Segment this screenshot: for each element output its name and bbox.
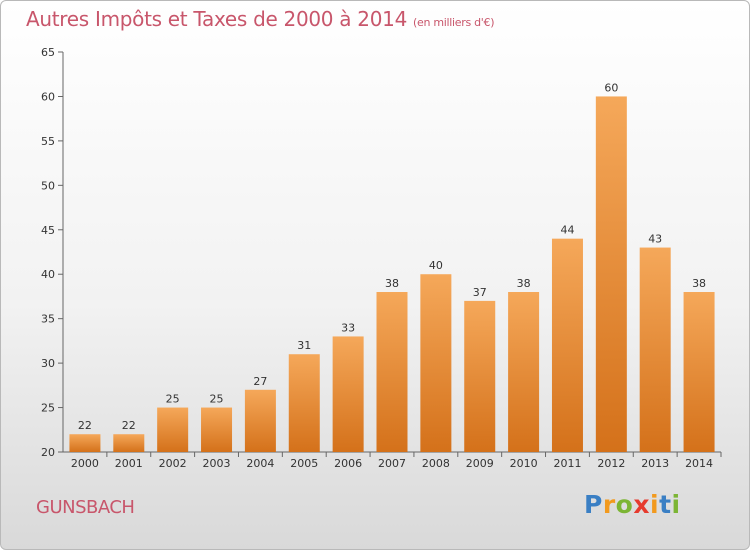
logo-letter: P bbox=[584, 490, 603, 519]
value-label-2011: 44 bbox=[560, 224, 574, 237]
y-tick-label: 30 bbox=[41, 357, 55, 370]
value-label-2014: 38 bbox=[692, 277, 706, 290]
bar-2013 bbox=[639, 247, 671, 452]
bar-2000 bbox=[69, 434, 101, 452]
y-tick-label: 25 bbox=[41, 402, 55, 415]
x-tick-label-2002: 2002 bbox=[159, 457, 187, 470]
bar-2007 bbox=[376, 292, 408, 452]
bar-2010 bbox=[508, 292, 540, 452]
value-label-2000: 22 bbox=[78, 419, 92, 432]
value-label-2006: 33 bbox=[341, 321, 355, 334]
value-label-2007: 38 bbox=[385, 277, 399, 290]
y-tick-label: 45 bbox=[41, 224, 55, 237]
x-tick-label-2006: 2006 bbox=[334, 457, 362, 470]
bar-2004 bbox=[244, 389, 276, 452]
value-label-2012: 60 bbox=[604, 81, 618, 94]
logo-letter: i bbox=[671, 490, 681, 519]
value-label-2013: 43 bbox=[648, 233, 662, 246]
logo-letter: r bbox=[602, 490, 616, 519]
value-label-2008: 40 bbox=[429, 259, 443, 272]
y-tick-label: 55 bbox=[41, 135, 55, 148]
bar-2001 bbox=[113, 434, 145, 452]
logo-letter: i bbox=[650, 490, 660, 519]
y-tick-label: 50 bbox=[41, 179, 55, 192]
bar-2011 bbox=[551, 238, 583, 452]
x-tick-label-2004: 2004 bbox=[246, 457, 274, 470]
value-label-2001: 22 bbox=[122, 419, 136, 432]
x-tick-label-2003: 2003 bbox=[203, 457, 231, 470]
logo-letter: t bbox=[659, 490, 672, 519]
value-label-2010: 38 bbox=[517, 277, 531, 290]
proxiti-logo: Proxiti bbox=[584, 490, 681, 519]
x-tick-label-2001: 2001 bbox=[115, 457, 143, 470]
x-tick-label-2012: 2012 bbox=[597, 457, 625, 470]
y-tick-label: 65 bbox=[41, 46, 55, 59]
value-label-2002: 25 bbox=[166, 393, 180, 406]
value-label-2005: 31 bbox=[297, 339, 311, 352]
title-text: Autres Impôts et Taxes de 2000 à 2014 bbox=[26, 7, 407, 31]
commune-name: GUNSBACH bbox=[36, 497, 135, 518]
bar-2005 bbox=[288, 354, 320, 452]
x-tick-label-2008: 2008 bbox=[422, 457, 450, 470]
bar-2003 bbox=[201, 407, 233, 452]
bar-2008 bbox=[420, 274, 452, 452]
x-tick-label-2009: 2009 bbox=[466, 457, 494, 470]
bar-2006 bbox=[332, 336, 364, 452]
chart-title: Autres Impôts et Taxes de 2000 à 2014 (en… bbox=[26, 7, 494, 31]
value-label-2009: 37 bbox=[473, 286, 487, 299]
bar-2014 bbox=[683, 292, 715, 452]
logo-letter: o bbox=[615, 490, 634, 519]
y-tick-label: 40 bbox=[41, 268, 55, 281]
logo-letter: x bbox=[633, 490, 650, 519]
x-tick-label-2005: 2005 bbox=[290, 457, 318, 470]
bar-2002 bbox=[157, 407, 189, 452]
bar-2009 bbox=[464, 300, 496, 452]
value-label-2004: 27 bbox=[253, 375, 267, 388]
y-tick-label: 60 bbox=[41, 90, 55, 103]
y-tick-label: 35 bbox=[41, 313, 55, 326]
title-unit: (en milliers d'€) bbox=[413, 16, 495, 29]
x-tick-label-2014: 2014 bbox=[685, 457, 713, 470]
y-tick-label: 20 bbox=[41, 446, 55, 459]
x-tick-label-2011: 2011 bbox=[553, 457, 581, 470]
bar-2012 bbox=[595, 96, 627, 452]
x-tick-label-2013: 2013 bbox=[641, 457, 669, 470]
x-tick-label-2010: 2010 bbox=[510, 457, 538, 470]
x-tick-label-2000: 2000 bbox=[71, 457, 99, 470]
x-tick-label-2007: 2007 bbox=[378, 457, 406, 470]
value-label-2003: 25 bbox=[210, 393, 224, 406]
